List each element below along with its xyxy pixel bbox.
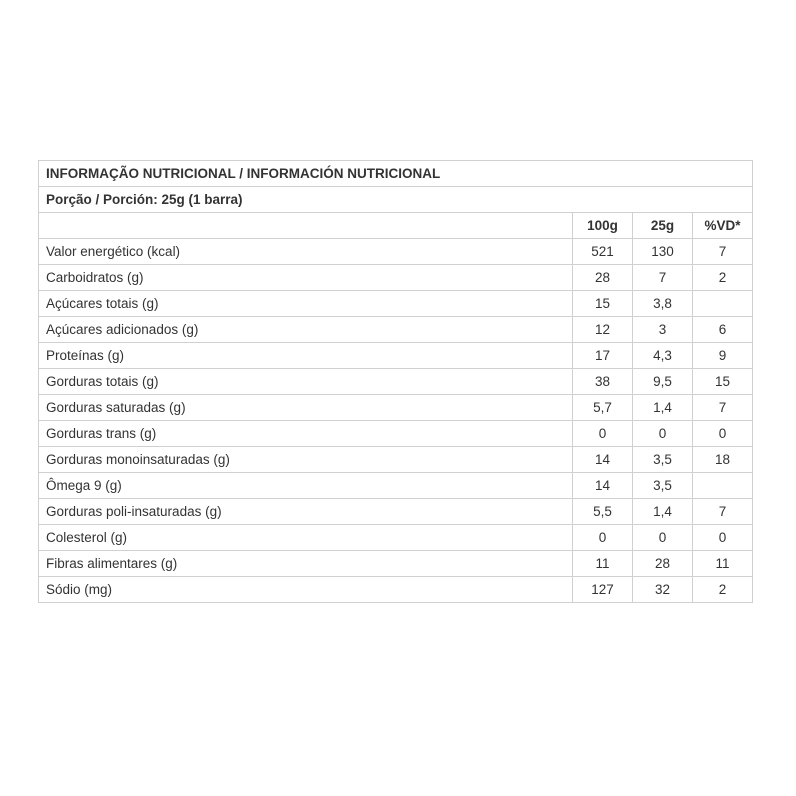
value-25g: 3,5 <box>632 472 693 499</box>
value-25g: 1,4 <box>632 394 693 421</box>
value-25g: 0 <box>632 524 693 551</box>
nutrient-name: Proteínas (g) <box>38 342 573 369</box>
value-25g: 1,4 <box>632 498 693 525</box>
table-row: Gorduras saturadas (g) 5,7 1,4 7 <box>38 394 753 421</box>
nutrient-name: Gorduras poli-insaturadas (g) <box>38 498 573 525</box>
value-100g: 5,5 <box>572 498 633 525</box>
nutrient-name: Ômega 9 (g) <box>38 472 573 499</box>
nutrient-name: Valor energético (kcal) <box>38 238 573 265</box>
nutrient-name: Gorduras monoinsaturadas (g) <box>38 446 573 473</box>
value-vd: 2 <box>692 264 753 291</box>
value-25g: 4,3 <box>632 342 693 369</box>
value-vd <box>692 290 753 317</box>
value-100g: 28 <box>572 264 633 291</box>
value-vd: 2 <box>692 576 753 603</box>
value-100g: 11 <box>572 550 633 577</box>
table-title: INFORMAÇÃO NUTRICIONAL / INFORMACIÓN NUT… <box>38 160 753 187</box>
value-100g: 12 <box>572 316 633 343</box>
value-100g: 521 <box>572 238 633 265</box>
table-row: Gorduras trans (g) 0 0 0 <box>38 420 753 447</box>
nutrient-name: Carboidratos (g) <box>38 264 573 291</box>
table-row: Açúcares totais (g) 15 3,8 <box>38 290 753 317</box>
value-100g: 38 <box>572 368 633 395</box>
table-row: Carboidratos (g) 28 7 2 <box>38 264 753 291</box>
nutrient-name: Sódio (mg) <box>38 576 573 603</box>
table-row: Sódio (mg) 127 32 2 <box>38 576 753 603</box>
table-row: Valor energético (kcal) 521 130 7 <box>38 238 753 265</box>
value-25g: 7 <box>632 264 693 291</box>
header-vd: %VD* <box>692 212 753 239</box>
nutrient-name: Colesterol (g) <box>38 524 573 551</box>
value-vd: 0 <box>692 524 753 551</box>
value-vd: 7 <box>692 394 753 421</box>
table-row: Proteínas (g) 17 4,3 9 <box>38 342 753 369</box>
value-vd: 9 <box>692 342 753 369</box>
header-25g: 25g <box>632 212 693 239</box>
table-row: Colesterol (g) 0 0 0 <box>38 524 753 551</box>
table-row: Gorduras poli-insaturadas (g) 5,5 1,4 7 <box>38 498 753 525</box>
header-100g: 100g <box>572 212 633 239</box>
nutrition-table: INFORMAÇÃO NUTRICIONAL / INFORMACIÓN NUT… <box>38 160 753 603</box>
value-100g: 0 <box>572 524 633 551</box>
value-100g: 14 <box>572 472 633 499</box>
value-vd: 11 <box>692 550 753 577</box>
value-100g: 15 <box>572 290 633 317</box>
value-vd: 18 <box>692 446 753 473</box>
title-row: INFORMAÇÃO NUTRICIONAL / INFORMACIÓN NUT… <box>38 160 753 187</box>
table-row: Ômega 9 (g) 14 3,5 <box>38 472 753 499</box>
nutrient-name: Gorduras trans (g) <box>38 420 573 447</box>
header-row: 100g 25g %VD* <box>38 212 753 239</box>
table-row: Açúcares adicionados (g) 12 3 6 <box>38 316 753 343</box>
nutrient-name: Açúcares totais (g) <box>38 290 573 317</box>
value-25g: 32 <box>632 576 693 603</box>
header-nutrient <box>38 212 573 239</box>
value-100g: 127 <box>572 576 633 603</box>
value-vd: 7 <box>692 238 753 265</box>
table-row: Gorduras monoinsaturadas (g) 14 3,5 18 <box>38 446 753 473</box>
value-100g: 14 <box>572 446 633 473</box>
value-100g: 0 <box>572 420 633 447</box>
value-vd: 7 <box>692 498 753 525</box>
portion-row: Porção / Porción: 25g (1 barra) <box>38 186 753 213</box>
value-25g: 9,5 <box>632 368 693 395</box>
value-25g: 3,8 <box>632 290 693 317</box>
value-vd: 6 <box>692 316 753 343</box>
nutrient-name: Gorduras totais (g) <box>38 368 573 395</box>
value-25g: 3 <box>632 316 693 343</box>
portion-label: Porção / Porción: 25g (1 barra) <box>38 186 753 213</box>
value-100g: 17 <box>572 342 633 369</box>
value-25g: 3,5 <box>632 446 693 473</box>
table-row: Fibras alimentares (g) 11 28 11 <box>38 550 753 577</box>
value-25g: 0 <box>632 420 693 447</box>
nutrient-name: Gorduras saturadas (g) <box>38 394 573 421</box>
value-vd: 15 <box>692 368 753 395</box>
value-vd <box>692 472 753 499</box>
value-25g: 28 <box>632 550 693 577</box>
value-100g: 5,7 <box>572 394 633 421</box>
nutrient-name: Fibras alimentares (g) <box>38 550 573 577</box>
nutrient-name: Açúcares adicionados (g) <box>38 316 573 343</box>
value-vd: 0 <box>692 420 753 447</box>
table-row: Gorduras totais (g) 38 9,5 15 <box>38 368 753 395</box>
value-25g: 130 <box>632 238 693 265</box>
